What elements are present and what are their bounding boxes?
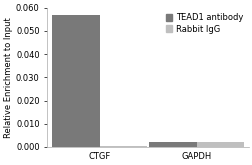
Bar [196, 142, 243, 147]
Bar [99, 146, 147, 147]
Bar [148, 142, 196, 147]
Legend: TEAD1 antibody, Rabbit IgG: TEAD1 antibody, Rabbit IgG [163, 12, 244, 35]
Bar [52, 15, 99, 147]
Y-axis label: Relative Enrichment to Input: Relative Enrichment to Input [4, 17, 13, 138]
